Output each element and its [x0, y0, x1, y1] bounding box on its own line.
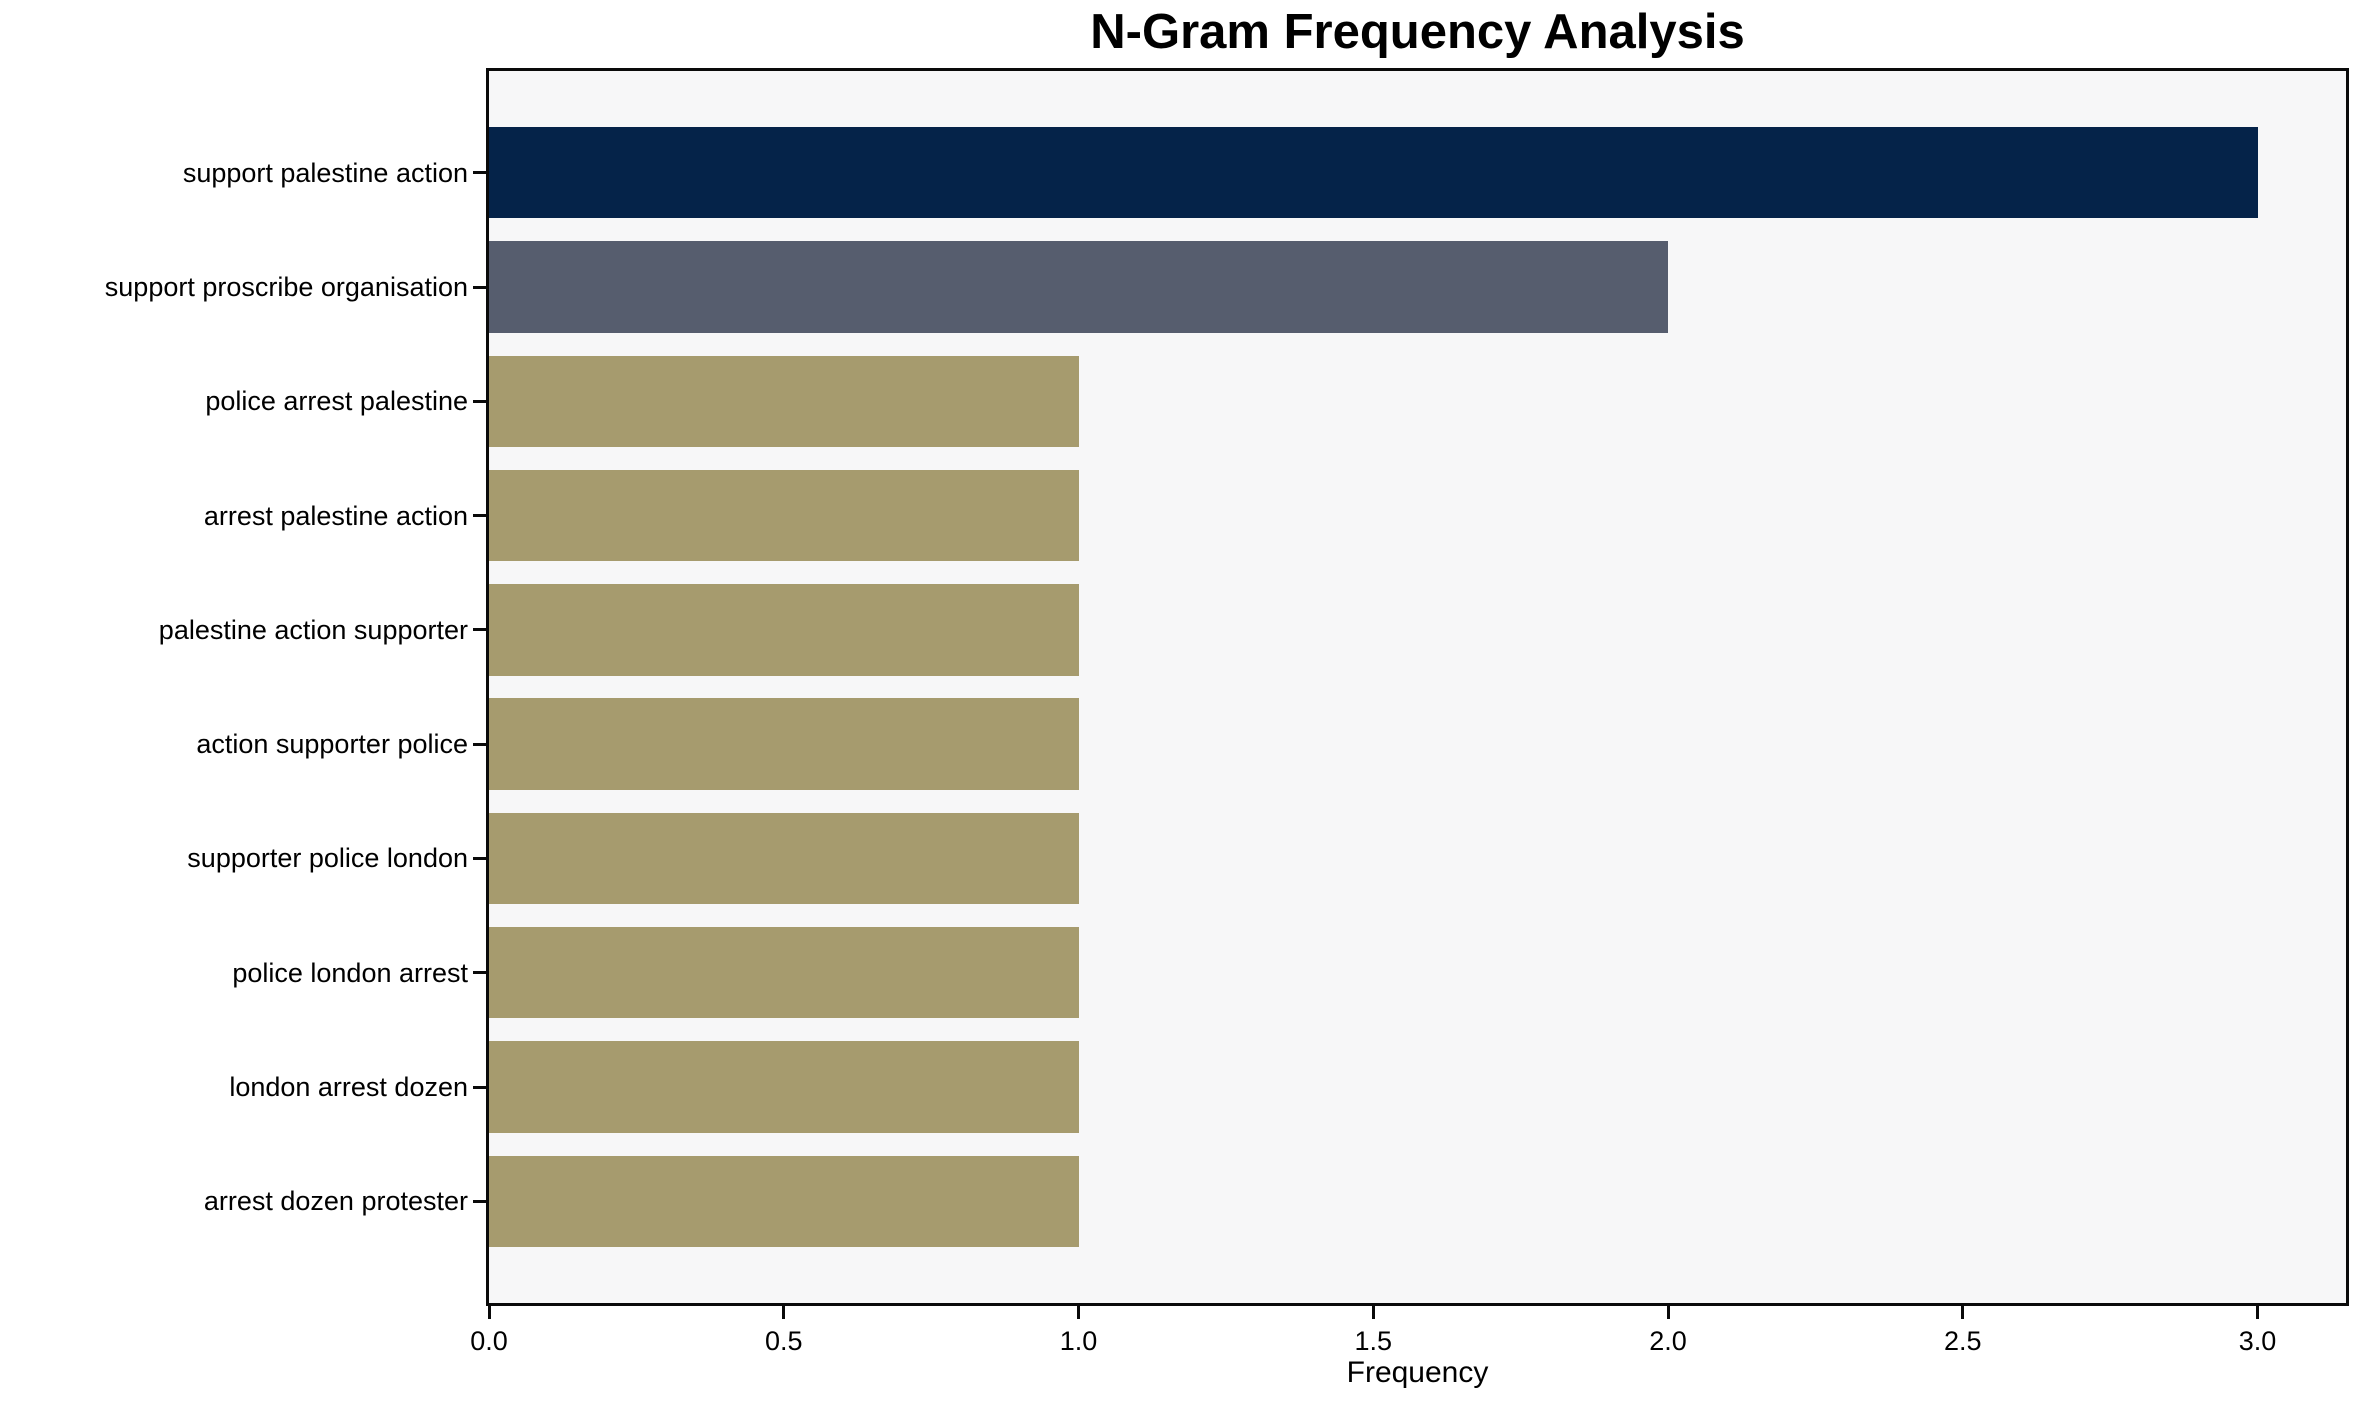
bar-2	[489, 241, 1669, 333]
y-tick-mark	[473, 628, 486, 632]
chart-title: N-Gram Frequency Analysis	[1090, 5, 1745, 59]
y-tick-mark	[473, 399, 486, 403]
x-tick-mark	[487, 1306, 491, 1319]
y-tick-mark	[473, 856, 486, 860]
x-tick-label-0.0: 0.0	[470, 1326, 508, 1356]
bar-6	[489, 698, 1079, 790]
y-tick-mark	[473, 171, 486, 175]
y-tick-mark	[473, 1085, 486, 1089]
y-tick-label-1: support palestine action	[182, 157, 468, 188]
x-tick-mark	[1077, 1306, 1081, 1319]
x-tick-mark	[2256, 1306, 2260, 1319]
y-tick-label-3: police arrest palestine	[205, 386, 468, 417]
y-tick-mark	[473, 285, 486, 289]
plot-area	[486, 68, 2349, 1306]
x-tick-label-2.0: 2.0	[1649, 1326, 1687, 1356]
bar-1	[489, 127, 2258, 219]
y-tick-mark	[473, 514, 486, 518]
x-tick-label-1.0: 1.0	[1059, 1326, 1098, 1356]
y-tick-label-10: arrest dozen protester	[203, 1186, 468, 1217]
bar-8	[489, 927, 1079, 1019]
x-tick-label-2.5: 2.5	[1944, 1326, 1982, 1356]
bar-5	[489, 584, 1079, 676]
x-tick-mark	[1666, 1306, 1670, 1319]
y-tick-mark	[473, 1199, 486, 1203]
x-tick-mark	[1961, 1306, 1965, 1319]
bar-10	[489, 1155, 1079, 1247]
y-tick-label-4: arrest palestine action	[203, 500, 468, 531]
y-tick-label-5: palestine action supporter	[158, 614, 468, 645]
bar-7	[489, 812, 1079, 905]
y-tick-mark	[473, 742, 486, 746]
y-tick-label-9: london arrest dozen	[229, 1072, 468, 1102]
bar-3	[489, 355, 1079, 447]
x-tick-mark	[1371, 1306, 1375, 1319]
x-tick-label-0.5: 0.5	[764, 1326, 803, 1356]
y-tick-label-8: police london arrest	[232, 957, 468, 988]
y-tick-label-2: support proscribe organisation	[104, 272, 468, 302]
x-axis-label: Frequency	[1346, 1356, 1489, 1389]
y-tick-mark	[473, 971, 486, 975]
x-tick-label-1.5: 1.5	[1354, 1326, 1393, 1356]
y-tick-label-6: action supporter police	[196, 729, 468, 760]
bar-4	[489, 469, 1079, 562]
x-tick-mark	[782, 1306, 786, 1319]
y-tick-label-7: supporter police london	[187, 843, 468, 874]
bar-9	[489, 1041, 1079, 1133]
x-tick-label-3.0: 3.0	[2238, 1326, 2277, 1356]
